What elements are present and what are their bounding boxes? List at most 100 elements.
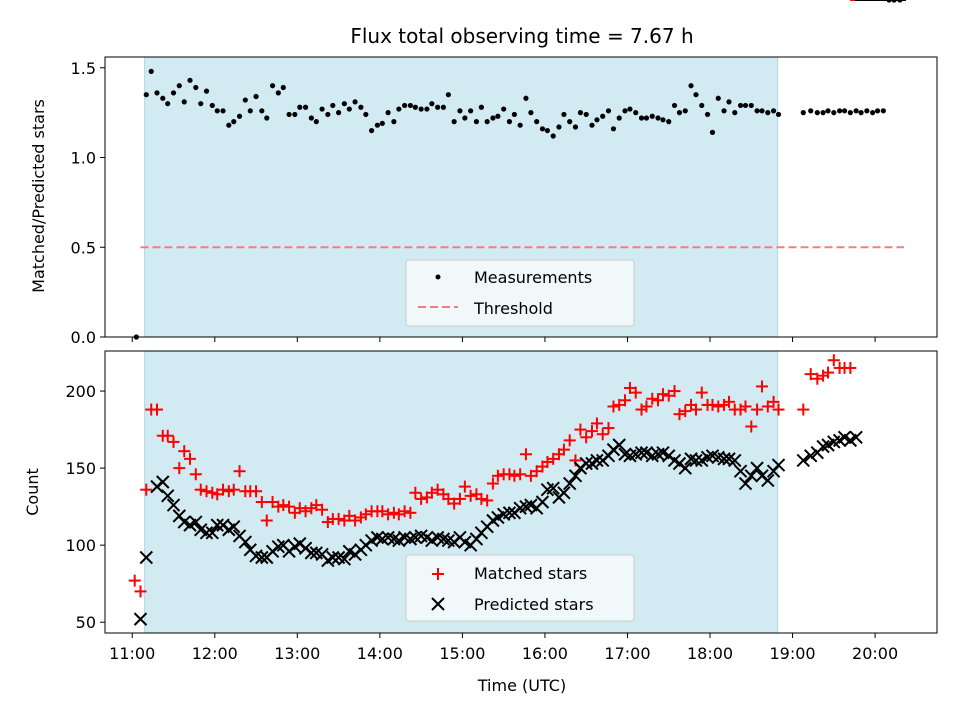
predicted-star-point bbox=[816, 439, 830, 454]
matched-star-point bbox=[590, 417, 603, 430]
predicted-star-point bbox=[761, 473, 775, 488]
matched-star-point bbox=[382, 508, 395, 521]
measurement-point bbox=[302, 104, 309, 110]
measurement-point bbox=[435, 104, 441, 110]
predicted-star-point bbox=[750, 461, 764, 475]
predicted-star-point bbox=[387, 532, 401, 546]
matched-star-point bbox=[652, 394, 665, 407]
matched-star-point bbox=[260, 514, 273, 527]
measurement-point bbox=[682, 108, 688, 114]
matched-star-point bbox=[316, 503, 329, 516]
measurement-point bbox=[418, 106, 424, 112]
measurement-point bbox=[583, 111, 589, 118]
predicted-star-point bbox=[139, 550, 153, 565]
predicted-star-point bbox=[337, 552, 352, 566]
measurement-point bbox=[226, 122, 232, 128]
measurement-point bbox=[715, 95, 721, 101]
legend-matched-label: Matched stars bbox=[474, 564, 587, 583]
predicted-star-point bbox=[535, 495, 550, 509]
measurement-point bbox=[478, 104, 484, 110]
top-axes-frame bbox=[104, 56, 938, 338]
matched-star-point bbox=[646, 392, 659, 405]
matched-star-point bbox=[151, 403, 163, 416]
matched-star-point bbox=[486, 477, 499, 490]
predicted-star-point bbox=[370, 530, 385, 545]
matched-star-point bbox=[332, 512, 345, 525]
measurement-point bbox=[874, 108, 881, 114]
measurement-point bbox=[325, 111, 331, 118]
measurement-point bbox=[577, 110, 584, 116]
measurement-point bbox=[143, 92, 149, 98]
predicted-star-point bbox=[271, 539, 286, 554]
predicted-star-point bbox=[133, 612, 148, 626]
measurement-point bbox=[203, 88, 210, 94]
measurement-point bbox=[330, 102, 336, 109]
measurement-point bbox=[220, 108, 226, 114]
x-tick-label: 14:00 bbox=[357, 644, 403, 663]
measurement-point bbox=[528, 110, 534, 116]
measurement-point bbox=[841, 108, 848, 114]
measurement-point bbox=[154, 90, 160, 96]
y-tick-label: 200 bbox=[65, 382, 96, 401]
matched-star-point bbox=[134, 585, 147, 598]
matched-star-point bbox=[189, 468, 202, 481]
measurement-point bbox=[831, 110, 837, 116]
measurement-point bbox=[275, 90, 281, 96]
bottom-legend: Matched stars Predicted stars bbox=[405, 554, 635, 622]
matched-star-point bbox=[404, 506, 417, 519]
measurement-point bbox=[638, 115, 645, 121]
legend-predicted-marker bbox=[431, 597, 445, 611]
measurement-point bbox=[214, 108, 220, 114]
measurement-point bbox=[181, 99, 187, 105]
matched-star-point bbox=[200, 485, 213, 498]
y-tick-label: 1.0 bbox=[71, 149, 96, 168]
measurement-point bbox=[748, 102, 754, 109]
measurement-point bbox=[341, 101, 347, 107]
predicted-star-point bbox=[678, 461, 692, 475]
matched-star-point bbox=[217, 483, 230, 496]
matched-star-point bbox=[161, 429, 174, 442]
measurement-point bbox=[709, 129, 716, 135]
measurement-point bbox=[209, 102, 215, 109]
predicted-star-point bbox=[771, 458, 786, 472]
measurement-point bbox=[666, 119, 672, 125]
matched-star-point bbox=[475, 492, 488, 505]
matched-star-point bbox=[519, 448, 532, 461]
measurement-point bbox=[236, 113, 243, 119]
measurement-point bbox=[511, 111, 517, 118]
panel-counts: 50 100 150 200 11:00 12:00 13:00 14:00 15:00 16:… bbox=[23, 0, 938, 695]
predicted-star-point bbox=[618, 447, 632, 461]
matched-star-point bbox=[464, 489, 477, 502]
matched-star-point bbox=[514, 468, 527, 481]
matched-star-point bbox=[822, 366, 835, 379]
legend-measurements-marker bbox=[435, 274, 441, 280]
measurement-point bbox=[396, 106, 402, 112]
measurement-point bbox=[391, 119, 397, 125]
matched-star-point bbox=[173, 462, 186, 475]
measurement-point bbox=[369, 127, 375, 134]
matched-star-point bbox=[804, 368, 817, 381]
predicted-star-point bbox=[199, 526, 214, 540]
matched-star-point bbox=[756, 380, 769, 393]
measurement-point bbox=[490, 115, 496, 121]
measurement-point bbox=[676, 110, 683, 116]
x-tick-label: 15:00 bbox=[439, 644, 485, 663]
matched-star-point bbox=[739, 400, 752, 413]
measurement-point bbox=[440, 104, 447, 110]
predicted-star-point bbox=[717, 452, 731, 466]
measurement-point bbox=[484, 119, 490, 125]
measurement-point bbox=[253, 93, 259, 100]
y-tick-label: 0.0 bbox=[71, 328, 96, 347]
measurement-point bbox=[721, 108, 727, 114]
measurement-point bbox=[622, 108, 628, 114]
measurement-point bbox=[468, 108, 474, 114]
measurements-points bbox=[133, 0, 903, 340]
predicted-star-point bbox=[744, 469, 758, 483]
legend-matched-marker bbox=[432, 568, 444, 580]
measurement-point bbox=[352, 99, 358, 105]
bottom-y-axis-label: Count bbox=[23, 468, 42, 516]
matched-star-point bbox=[745, 420, 758, 433]
x-tick-label: 19:00 bbox=[770, 644, 816, 663]
predicted-star-point bbox=[403, 532, 418, 546]
